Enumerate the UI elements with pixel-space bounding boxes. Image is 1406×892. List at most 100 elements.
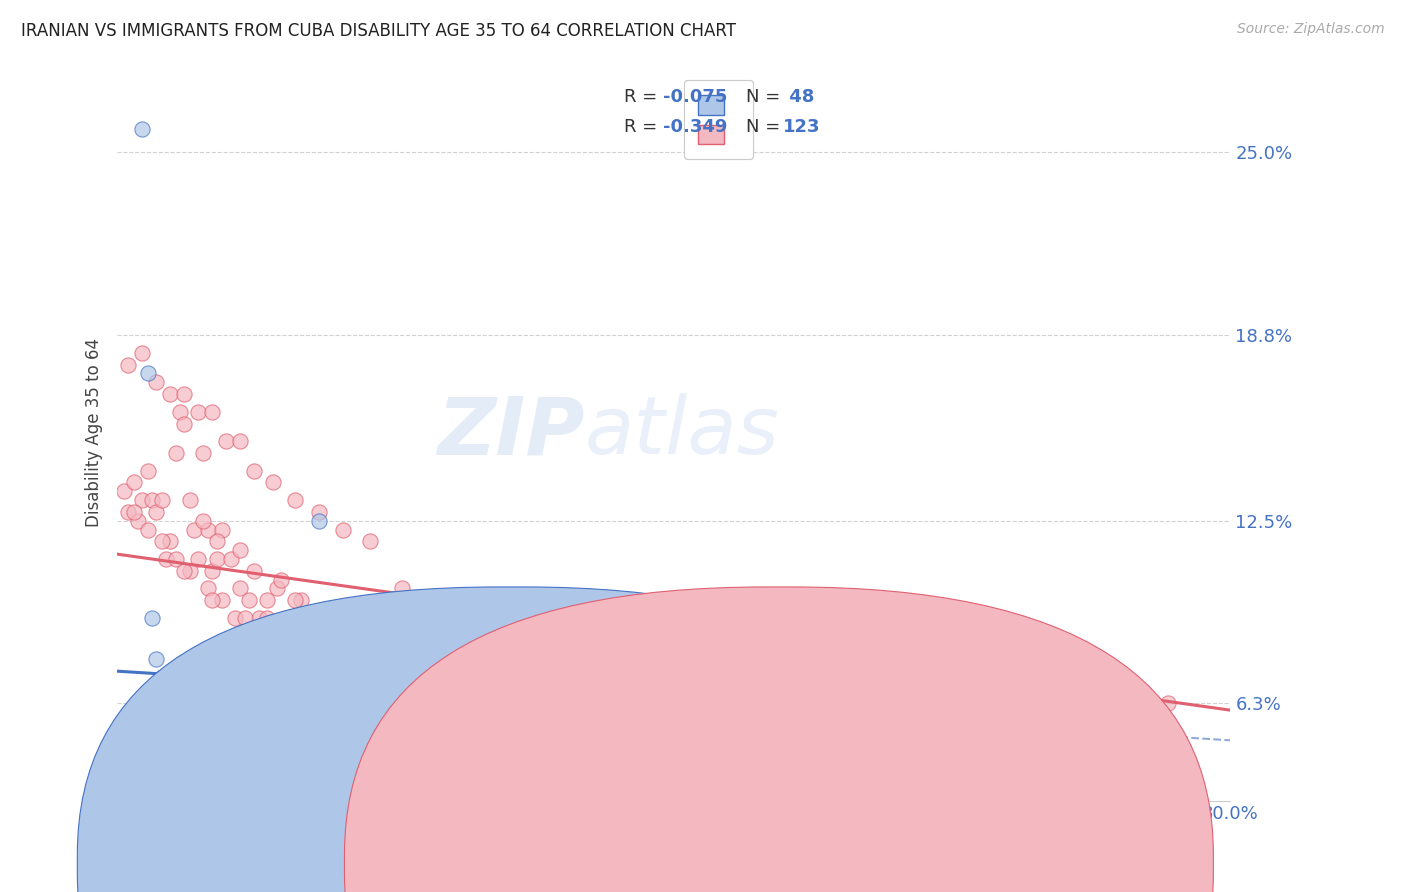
Point: [159, 534, 181, 549]
Point: [207, 534, 229, 549]
Point: [790, 681, 813, 696]
Point: [136, 523, 159, 537]
Point: [122, 505, 145, 519]
Point: [179, 493, 201, 508]
Point: [193, 446, 215, 460]
Point: [136, 464, 159, 478]
Point: [155, 552, 177, 566]
Point: [409, 670, 432, 684]
Point: [256, 611, 278, 625]
Point: [841, 690, 863, 705]
Point: [568, 640, 591, 655]
Point: [457, 652, 479, 666]
Point: [591, 697, 613, 711]
Point: [702, 681, 724, 696]
Point: [211, 640, 233, 655]
Text: N =: N =: [747, 118, 786, 136]
Point: [207, 681, 229, 696]
Point: [159, 387, 181, 401]
Point: [224, 611, 246, 625]
Point: [211, 523, 233, 537]
Point: [238, 699, 260, 714]
Point: [391, 734, 413, 748]
Point: [256, 593, 278, 607]
Text: -0.075: -0.075: [662, 88, 727, 106]
Point: [451, 661, 474, 675]
Point: [938, 690, 960, 705]
Point: [433, 652, 456, 666]
Point: [183, 699, 205, 714]
Point: [318, 697, 340, 711]
Point: [415, 623, 437, 637]
Point: [187, 552, 209, 566]
Point: [744, 681, 766, 696]
Point: [270, 705, 292, 719]
Point: [516, 623, 538, 637]
Point: [179, 690, 201, 705]
Point: [131, 346, 153, 360]
Point: [367, 690, 389, 705]
Point: [262, 475, 284, 490]
Point: [238, 623, 260, 637]
Point: [256, 693, 278, 707]
Point: [197, 523, 219, 537]
Point: [502, 690, 524, 705]
Point: [247, 611, 270, 625]
Point: [471, 611, 494, 625]
Text: Source: ZipAtlas.com: Source: ZipAtlas.com: [1237, 22, 1385, 37]
Text: 123: 123: [783, 118, 821, 136]
Point: [276, 611, 298, 625]
Point: [201, 705, 224, 719]
Point: [387, 640, 409, 655]
Point: [544, 690, 567, 705]
Point: [211, 593, 233, 607]
Point: [304, 611, 326, 625]
Point: [332, 611, 354, 625]
Point: [173, 688, 195, 702]
Point: [401, 697, 423, 711]
Text: R =: R =: [624, 88, 662, 106]
Point: [215, 434, 238, 449]
Text: atlas: atlas: [585, 393, 779, 471]
Point: [1157, 697, 1180, 711]
Point: [242, 564, 264, 578]
Point: [465, 681, 488, 696]
Point: [990, 697, 1012, 711]
Text: ZIP: ZIP: [437, 393, 585, 471]
Point: [526, 690, 548, 705]
Point: [228, 543, 250, 558]
Point: [165, 446, 187, 460]
Point: [437, 640, 460, 655]
Point: [502, 640, 524, 655]
Point: [145, 505, 167, 519]
Point: [150, 534, 173, 549]
Point: [183, 681, 205, 696]
Point: [165, 697, 187, 711]
Point: [145, 376, 167, 390]
Point: [558, 670, 581, 684]
Point: [193, 514, 215, 528]
Point: [127, 514, 149, 528]
Point: [117, 358, 139, 372]
Point: [169, 697, 191, 711]
Point: [637, 690, 659, 705]
Point: [340, 720, 363, 734]
Point: [373, 632, 395, 646]
Point: [201, 693, 224, 707]
Point: [238, 697, 260, 711]
Point: [122, 475, 145, 490]
Point: [312, 640, 335, 655]
Legend: , : ,: [685, 80, 752, 159]
Point: [228, 582, 250, 596]
Point: [479, 623, 502, 637]
Point: [179, 564, 201, 578]
Text: N =: N =: [747, 88, 786, 106]
Text: -0.349: -0.349: [662, 118, 727, 136]
Point: [494, 734, 516, 748]
Y-axis label: Disability Age 35 to 64: Disability Age 35 to 64: [86, 338, 103, 527]
Point: [359, 623, 381, 637]
Point: [308, 505, 330, 519]
Point: [150, 670, 173, 684]
Text: R =: R =: [624, 118, 662, 136]
Point: [377, 623, 399, 637]
